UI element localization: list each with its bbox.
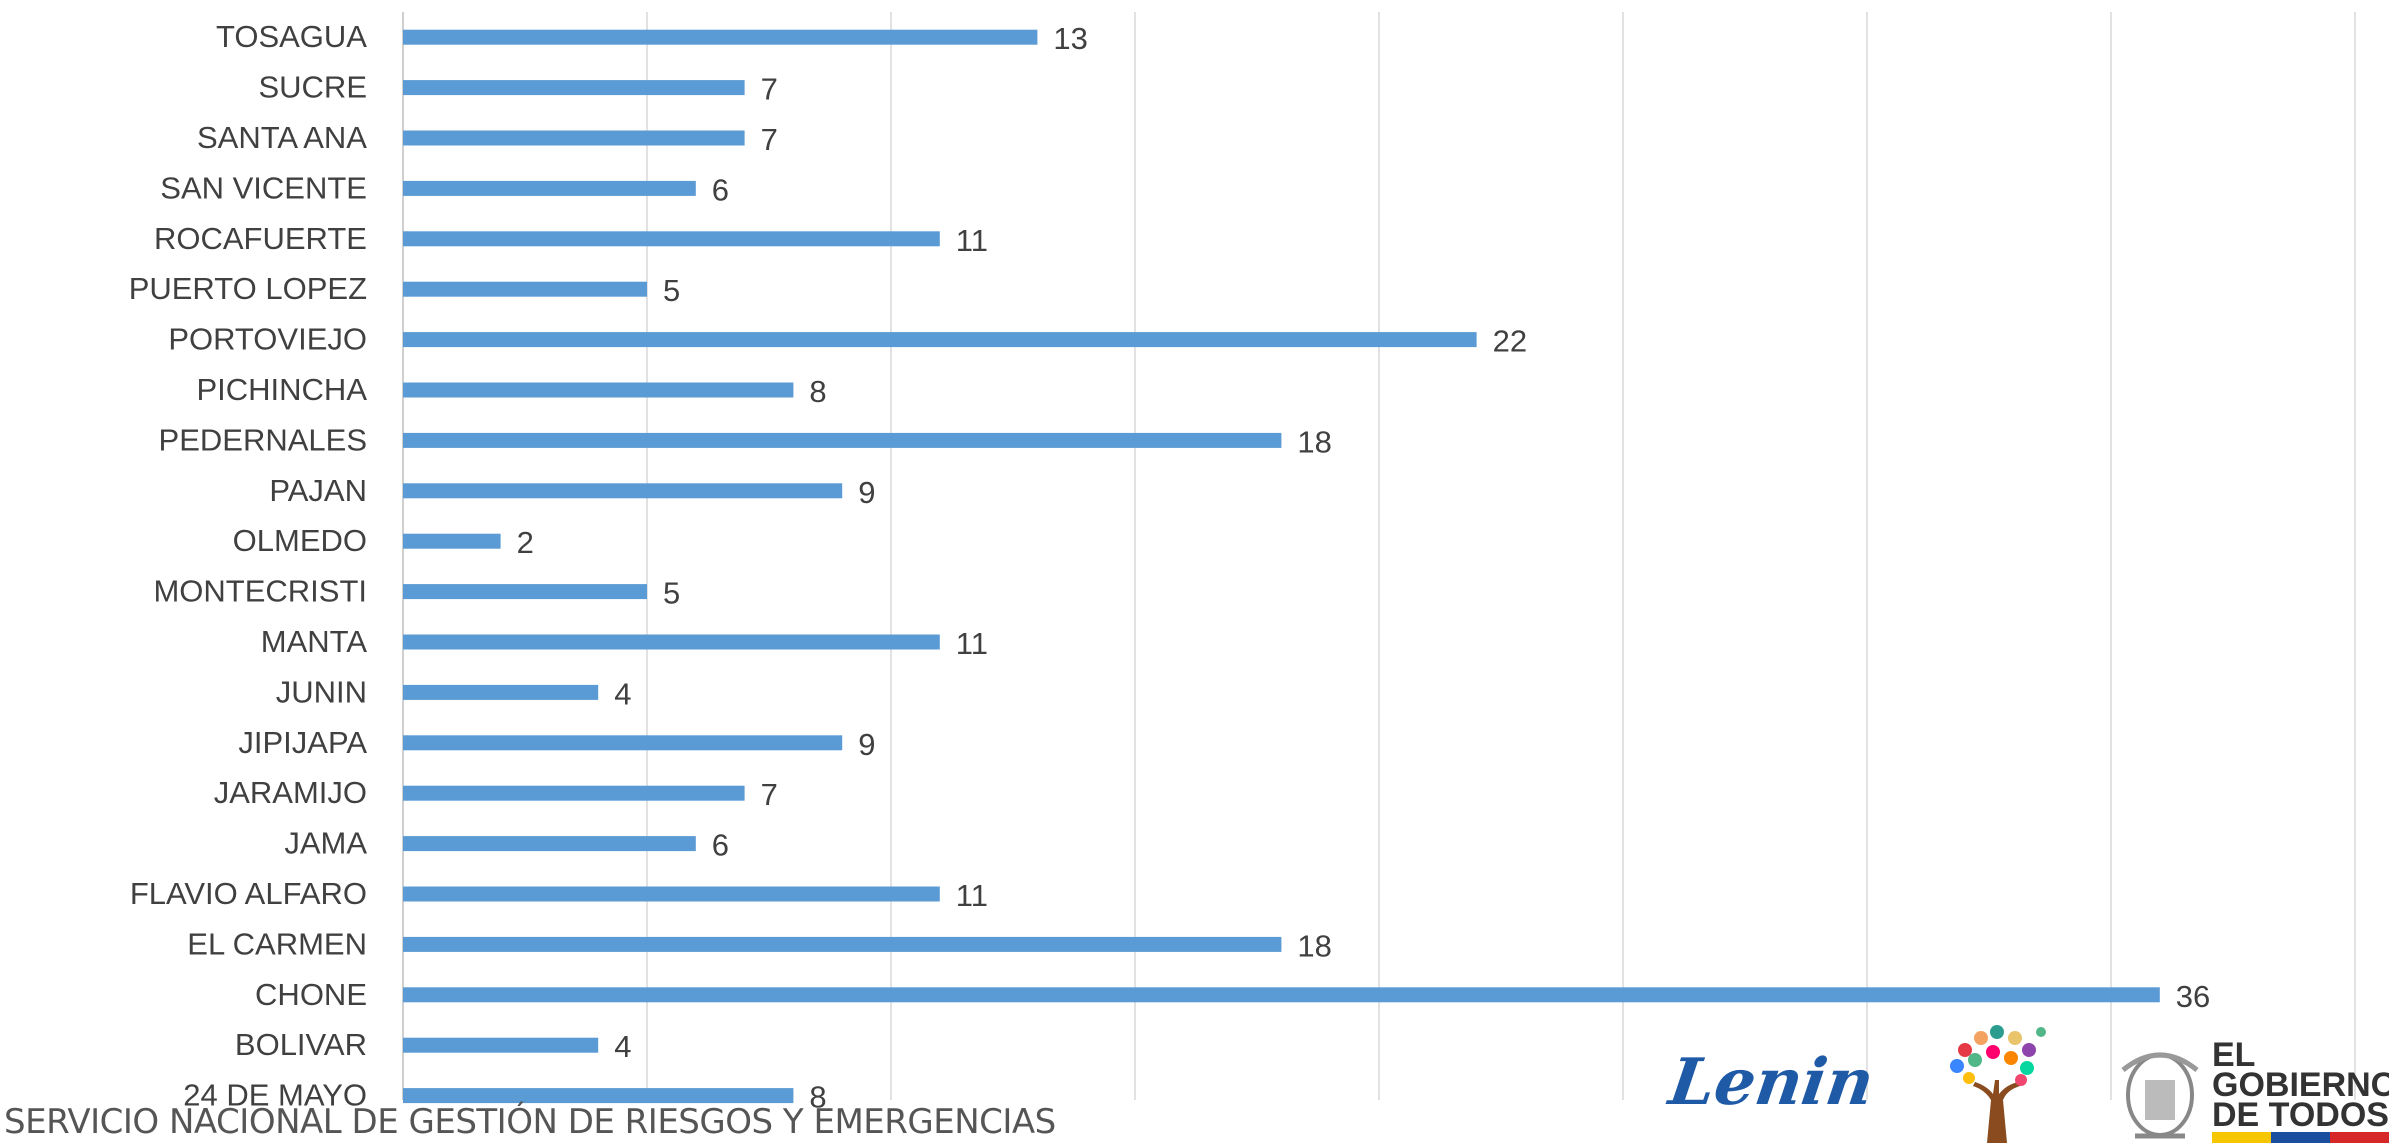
data-label: 5 — [663, 576, 680, 611]
bar — [403, 382, 794, 398]
data-label: 4 — [614, 1029, 631, 1064]
category-label: PAJAN — [269, 473, 367, 508]
category-label: SAN VICENTE — [160, 170, 367, 205]
category-label: JUNIN — [276, 674, 367, 709]
government-logo-line-1: EL — [2212, 1036, 2256, 1074]
data-label: 6 — [712, 828, 729, 863]
data-label: 11 — [956, 223, 988, 258]
category-label: PICHINCHA — [196, 372, 367, 407]
category-label: TOSAGUA — [216, 19, 367, 54]
agency-footer-text: SERVICIO NACIONAL DE GESTIÓN DE RIESGOS … — [4, 1102, 1056, 1142]
data-label: 7 — [761, 777, 778, 812]
data-label: 11 — [956, 878, 988, 913]
government-logo-line-3: DE TODOS — [2212, 1096, 2389, 1134]
bar — [403, 130, 745, 146]
category-labels: TOSAGUA SUCRE SANTA ANA SAN VICENTE ROCAFUER… — [129, 19, 368, 1112]
category-label: JIPIJAPA — [238, 725, 367, 760]
bar — [403, 332, 1477, 348]
bar — [403, 80, 745, 96]
data-label: 4 — [614, 676, 631, 711]
bar — [403, 1088, 794, 1104]
flag-yellow-stripe — [2212, 1132, 2271, 1143]
bar — [403, 584, 647, 600]
category-label: MANTA — [261, 624, 368, 659]
category-label: MONTECRISTI — [153, 574, 367, 609]
category-label: FLAVIO ALFARO — [130, 876, 367, 911]
data-label: 2 — [517, 525, 534, 560]
bar — [403, 634, 940, 650]
data-label: 8 — [809, 374, 826, 409]
bar — [403, 735, 843, 751]
flag-red-stripe — [2330, 1132, 2389, 1143]
tree-logo-icon — [1950, 1025, 2046, 1143]
data-label: 36 — [2176, 979, 2210, 1014]
category-label: JARAMIJO — [214, 775, 367, 810]
bar — [403, 886, 940, 902]
bar — [403, 533, 501, 549]
flag-blue-stripe — [2271, 1132, 2330, 1143]
category-label: PORTOVIEJO — [168, 322, 367, 357]
category-label: 24 DE MAYO — [183, 1078, 367, 1113]
government-seal-icon — [2121, 1052, 2199, 1139]
bar — [403, 836, 696, 852]
data-label: 7 — [761, 72, 778, 107]
data-label: 7 — [761, 122, 778, 157]
government-logo-line-2: GOBIERNO — [2212, 1066, 2389, 1104]
category-label: JAMA — [284, 826, 367, 861]
bar — [403, 684, 599, 700]
government-logo-text: EL GOBIERNO DE TODOS — [2212, 1036, 2389, 1134]
data-label: 9 — [858, 727, 875, 762]
category-label: BOLIVAR — [235, 1027, 367, 1062]
chart-bars — [403, 29, 2160, 1104]
data-label: 6 — [712, 172, 729, 207]
category-label: SANTA ANA — [197, 120, 367, 155]
data-label: 18 — [1297, 424, 1331, 459]
category-label: EL CARMEN — [187, 926, 367, 961]
category-label: PEDERNALES — [159, 422, 367, 457]
data-label: 18 — [1297, 928, 1331, 963]
bar — [403, 987, 2160, 1003]
category-label: ROCAFUERTE — [154, 221, 367, 256]
category-label: CHONE — [255, 977, 367, 1012]
bar — [403, 936, 1282, 952]
bar — [403, 29, 1038, 45]
data-label: 8 — [809, 1080, 826, 1115]
lenin-logo: Lenin — [1664, 1045, 1879, 1120]
bar — [403, 180, 696, 196]
flag-color-bar — [2212, 1132, 2389, 1143]
data-label: 22 — [1493, 324, 1527, 359]
bar — [403, 432, 1282, 448]
data-label: 5 — [663, 273, 680, 308]
category-label: OLMEDO — [233, 523, 367, 558]
data-label: 11 — [956, 626, 988, 661]
bar — [403, 281, 647, 297]
data-label: 9 — [858, 475, 875, 510]
bar — [403, 231, 940, 247]
chart-grid — [402, 12, 2356, 1100]
bar — [403, 1037, 599, 1053]
category-label: SUCRE — [258, 70, 367, 105]
bar — [403, 483, 843, 499]
category-label: PUERTO LOPEZ — [129, 271, 367, 306]
bar — [403, 785, 745, 801]
data-label: 13 — [1053, 21, 1087, 56]
